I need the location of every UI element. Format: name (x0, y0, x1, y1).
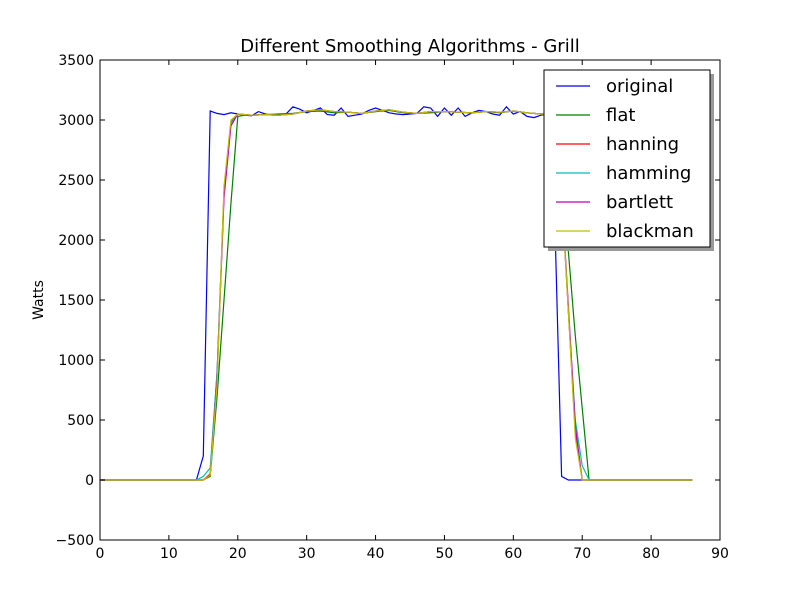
legend-label-hanning: hanning (606, 134, 679, 155)
y-tick-label: 500 (67, 413, 94, 429)
x-tick-label: 20 (229, 546, 247, 562)
series-line-original (100, 105, 693, 481)
y-tick-label: 2000 (58, 233, 94, 249)
x-tick-label: 60 (504, 546, 522, 562)
x-tick-label: 10 (160, 546, 178, 562)
x-tick-label: 90 (711, 546, 729, 562)
x-tick-label: 80 (642, 546, 660, 562)
x-tick-label: 0 (96, 546, 105, 562)
y-tick-label: 0 (85, 473, 94, 489)
legend-label-hamming: hamming (606, 163, 691, 184)
legend-label-blackman: blackman (606, 221, 694, 242)
y-tick-label: 3500 (58, 53, 94, 69)
y-axis-label: Watts (31, 280, 47, 320)
legend-label-original: original (606, 76, 673, 97)
y-tick-label: 3000 (58, 113, 94, 129)
y-tick-label: 1000 (58, 353, 94, 369)
ticks-layer: 0 10 20 30 40 50 60 70 80 90−50005001000150020002… (56, 53, 729, 562)
legend-box (543, 69, 711, 248)
x-tick-label: 50 (436, 546, 454, 562)
chart-title: Different Smoothing Algorithms - Grill (240, 36, 579, 57)
y-tick-label: 2500 (58, 173, 94, 189)
legend: original flat hanning hamming bartlett blackm… (543, 69, 714, 251)
x-tick-label: 40 (367, 546, 385, 562)
x-tick-label: 30 (298, 546, 316, 562)
legend-label-flat: flat (606, 105, 635, 126)
legend-label-bartlett: bartlett (606, 192, 673, 213)
y-tick-label: −500 (56, 533, 94, 549)
x-tick-label: 70 (573, 546, 591, 562)
y-tick-label: 1500 (58, 293, 94, 309)
legend-items: original flat hanning hamming bartlett blackm… (556, 76, 694, 242)
